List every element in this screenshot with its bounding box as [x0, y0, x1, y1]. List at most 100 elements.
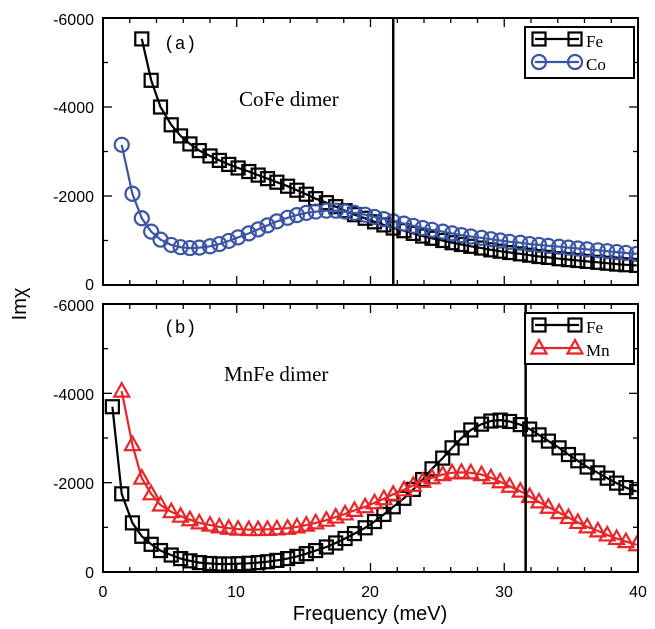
data-point-co — [307, 203, 324, 220]
data-point-fe — [269, 174, 285, 190]
legend-label-mn: Mn — [586, 341, 610, 360]
data-point-co — [250, 221, 267, 238]
data-point-co — [405, 217, 422, 234]
data-point-fe — [289, 548, 305, 564]
data-point-co — [530, 236, 548, 254]
data-point-fe — [191, 143, 207, 159]
data-point-co — [521, 235, 538, 253]
data-point-fe — [279, 178, 296, 194]
data-point-fe — [453, 430, 470, 446]
data-point-fe — [279, 550, 296, 567]
data-point-mn — [627, 534, 638, 552]
data-point-fe — [473, 416, 490, 432]
data-point-co — [229, 229, 247, 246]
data-point-co — [346, 204, 363, 222]
data-point-mn — [248, 519, 268, 537]
data-point-mn — [559, 507, 578, 525]
panel-b-label: (b) — [164, 319, 196, 339]
legend-marker-fe — [531, 31, 547, 47]
series-line-fe — [111, 406, 638, 566]
data-point-fe — [134, 528, 150, 544]
data-point-fe — [424, 461, 440, 477]
data-point-mn — [219, 517, 239, 535]
data-point-co — [395, 215, 413, 232]
data-point-co — [628, 245, 638, 262]
data-point-mn — [529, 491, 549, 509]
panel-b-y-tick-label: -4000 — [53, 387, 94, 404]
data-point-co — [423, 221, 441, 238]
data-point-co — [181, 239, 199, 257]
data-point-co — [133, 210, 150, 227]
data-point-co — [453, 227, 470, 244]
data-point-mn — [452, 462, 471, 479]
data-point-fe — [599, 470, 615, 486]
data-point-fe — [337, 530, 353, 547]
data-point-fe — [163, 117, 179, 133]
data-point-co — [550, 238, 568, 255]
data-point-mn — [597, 524, 617, 542]
data-point-fe — [551, 251, 567, 267]
data-point-co — [259, 217, 276, 234]
y-axis-title: Imχ — [9, 287, 31, 320]
data-point-co — [589, 242, 606, 259]
data-point-mn — [171, 505, 190, 523]
data-point-fe — [230, 556, 246, 572]
data-point-co — [279, 209, 296, 226]
data-point-fe — [114, 486, 130, 502]
data-point-fe — [492, 243, 508, 259]
legend-marker-fe — [531, 317, 547, 333]
panel-a-title: CoFe dimer — [239, 87, 339, 111]
panel-a-legend: Fe Co — [524, 26, 635, 79]
data-point-mn — [481, 467, 501, 485]
data-point-mn — [267, 518, 287, 536]
panel-b-y-tick-label: -2000 — [53, 476, 94, 493]
data-point-mn — [616, 531, 636, 549]
data-point-fe — [172, 550, 189, 567]
data-point-fe — [182, 553, 198, 569]
data-point-mn — [461, 462, 481, 480]
data-point-mn — [161, 501, 181, 519]
data-point-fe — [241, 163, 257, 180]
data-point-co — [540, 237, 557, 254]
data-point-co — [560, 239, 577, 256]
data-point-mn — [180, 509, 200, 527]
data-point-fe — [444, 440, 460, 456]
data-point-fe — [453, 236, 470, 253]
data-point-fe — [143, 72, 159, 88]
panel-b-y-tick-label: -6000 — [53, 298, 94, 315]
data-point-co — [163, 236, 180, 254]
legend-marker-fe — [567, 31, 583, 47]
data-point-co — [201, 238, 219, 255]
data-point-fe — [250, 555, 266, 571]
data-point-fe — [259, 171, 276, 187]
data-point-fe — [134, 31, 150, 47]
data-point-fe — [629, 257, 638, 274]
data-point-co — [327, 202, 344, 219]
data-point-mn — [442, 462, 462, 480]
data-point-mn — [200, 514, 220, 532]
plot-frame — [102, 17, 639, 286]
data-point-mn — [510, 480, 530, 498]
x-tick-label: 30 — [495, 584, 513, 601]
legend-label-fe: Fe — [586, 32, 603, 51]
data-point-fe — [540, 249, 556, 266]
data-point-fe — [328, 535, 344, 551]
data-point-co — [191, 239, 208, 256]
data-point-fe — [473, 240, 490, 256]
data-point-fe — [502, 413, 518, 430]
data-point-fe — [579, 253, 595, 270]
data-point-mn — [151, 494, 170, 512]
data-point-co — [172, 239, 189, 256]
legend-swatch-mn — [529, 337, 585, 355]
data-point-co — [617, 244, 635, 262]
legend-label-fe: Fe — [586, 318, 603, 337]
data-point-co — [579, 241, 596, 258]
data-point-fe — [191, 555, 207, 571]
data-point-fe — [396, 490, 412, 506]
data-point-fe — [221, 156, 237, 173]
legend-marker-co — [566, 53, 584, 71]
data-point-mn — [539, 496, 558, 514]
data-point-co — [211, 235, 228, 253]
x-tick-label: 10 — [227, 584, 245, 601]
data-point-co — [569, 240, 586, 257]
